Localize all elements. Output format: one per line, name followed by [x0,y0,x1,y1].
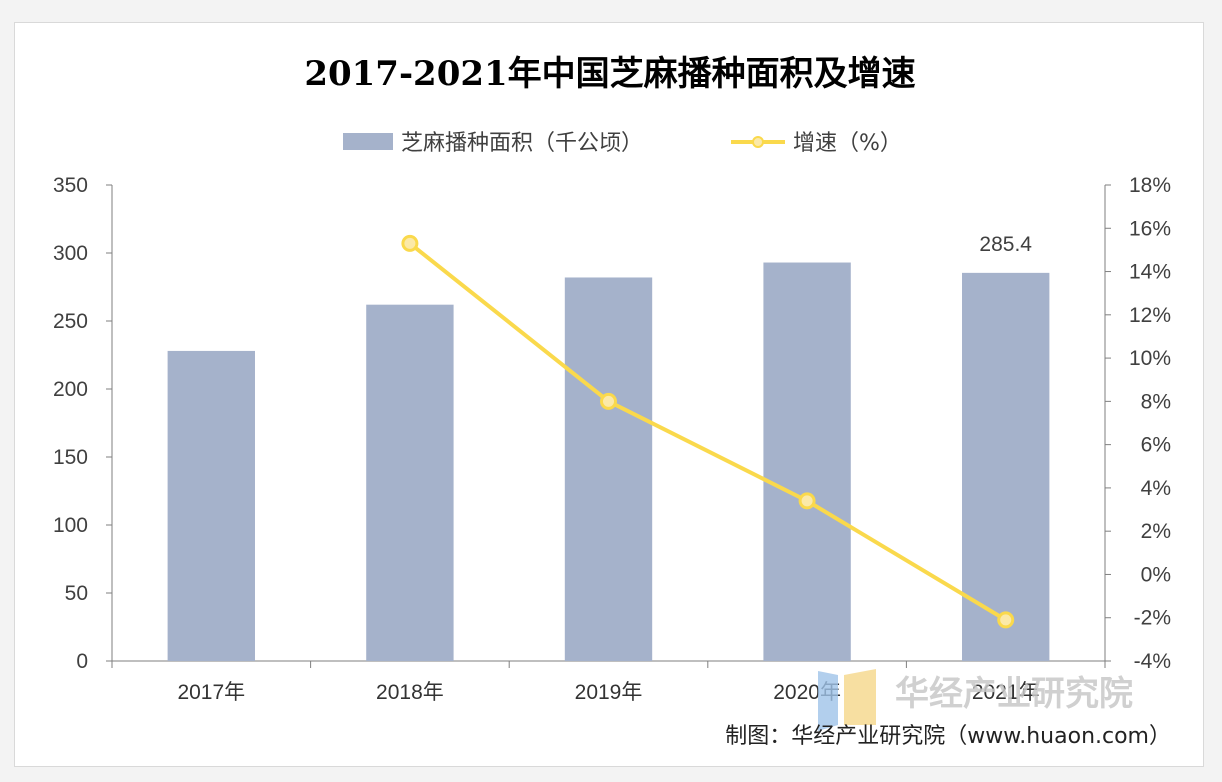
chart-frame: 2017-2021年中国芝麻播种面积及增速 芝麻播种面积（千公顷） 增速（%） 0… [14,22,1204,767]
bar-data-label: 285.4 [979,233,1032,256]
watermark-text: 华经产业研究院 [895,674,1133,714]
right-tick-label: -2% [1134,607,1171,630]
axes: 0 50 100 150 200 250 300 350 -4% -2% 0% 2% 4% 6% 8% 10%… [53,174,1171,704]
left-tick-label: 200 [53,378,88,401]
left-tick-label: 150 [53,446,88,469]
watermark-logo-icon [844,669,876,725]
left-tick-label: 50 [65,582,88,605]
chart: 2017-2021年中国芝麻播种面积及增速 芝麻播种面积（千公顷） 增速（%） 0… [53,54,1171,749]
right-tick-label: 14% [1129,261,1171,284]
bar [366,304,454,661]
x-tick-label: 2018年 [376,681,444,704]
left-tick-label: 100 [53,514,88,537]
chart-title: 2017-2021年中国芝麻播种面积及增速 [304,54,915,94]
growth-line-path [408,241,1007,622]
bars [167,262,1050,661]
bar [167,350,255,661]
line-point [600,392,617,410]
watermark-logo-icon [818,671,838,731]
right-tick-label: 18% [1129,174,1171,197]
x-tick-label: 2017年 [177,681,245,704]
right-tick-label: 10% [1129,347,1171,370]
data-labels: 285.4 [979,233,1032,256]
x-tick-label: 2021年 [972,681,1040,704]
line-point [401,234,419,252]
x-tick-label: 2019年 [575,681,643,704]
right-tick-label: 2% [1141,520,1171,543]
bar [962,272,1050,661]
left-tick-label: 300 [53,242,88,265]
left-tick-label: 250 [53,310,88,333]
right-tick-label: 12% [1129,304,1171,327]
legend: 芝麻播种面积（千公顷） 增速（%） [343,131,902,156]
right-tick-label: -4% [1134,650,1171,673]
right-tick-label: 4% [1141,477,1171,500]
left-tick-label: 350 [53,174,88,197]
source-note: 制图：华经产业研究院（www.huaon.com） [725,724,1171,749]
left-tick-label: 0 [76,650,88,673]
line-point [997,611,1015,629]
legend-swatch-bar [343,133,393,150]
bar [763,262,851,661]
right-tick-label: 8% [1141,390,1171,413]
line-point [798,492,816,510]
right-tick-label: 16% [1129,217,1171,240]
legend-label-line: 增速（%） [793,131,902,156]
legend-swatch-marker [752,136,764,148]
legend-label-bar: 芝麻播种面积（千公顷） [401,131,643,156]
right-tick-label: 0% [1141,563,1171,586]
right-tick-label: 6% [1141,434,1171,457]
watermark: 华经产业研究院 [818,669,1133,731]
bar [564,277,653,661]
growth-line [401,234,1015,629]
